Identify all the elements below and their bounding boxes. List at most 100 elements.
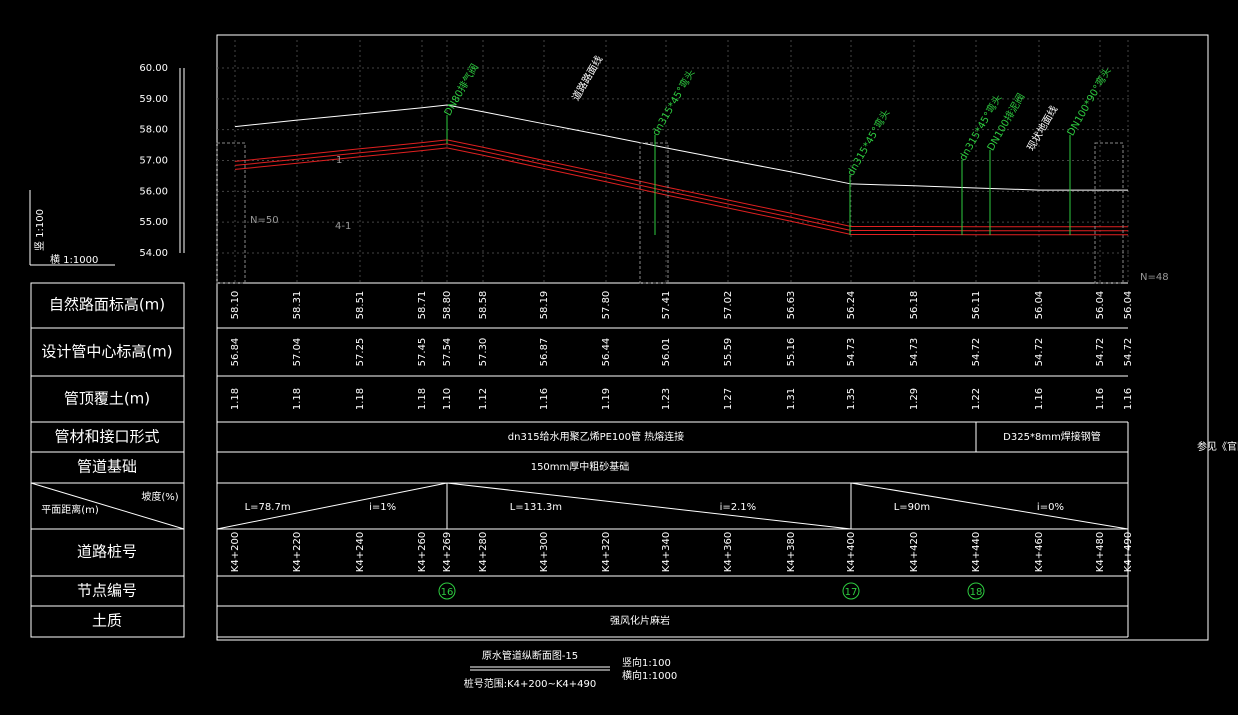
station: K4+360 (723, 532, 734, 572)
station: K4+380 (786, 532, 797, 572)
row-header: 管道基础 (77, 458, 137, 476)
cover-depth: 1.16 (1095, 388, 1106, 410)
natural-elevation: 56.04 (1034, 291, 1045, 320)
slope-line (216, 482, 448, 530)
design-elevation: 54.73 (846, 338, 857, 367)
soil: 强风化片麻岩 (610, 614, 670, 627)
row-header: 自然路面标高(m) (49, 296, 165, 314)
station: K4+320 (601, 532, 612, 572)
pipe-base: 150mm厚中粗砂基础 (531, 460, 630, 473)
design-elevation: 57.25 (355, 338, 366, 367)
elevation-label: 59.00 (139, 94, 168, 105)
station: K4+300 (539, 532, 550, 572)
natural-elevation: 58.51 (355, 291, 366, 320)
cover-depth: 1.10 (442, 388, 453, 410)
design-elevation: 55.16 (786, 338, 797, 367)
cover-depth: 1.16 (1123, 388, 1134, 410)
design-elevation: 56.44 (601, 338, 612, 367)
profile-label: 4-1 (335, 221, 351, 232)
design-elevation: 54.72 (1095, 338, 1106, 367)
natural-elevation: 58.71 (417, 291, 428, 320)
side-note: 参见《官网 (1197, 440, 1238, 453)
slope-value: i=2.1% (720, 502, 757, 513)
design-elevation: 56.84 (230, 338, 241, 367)
design-elevation: 55.59 (723, 338, 734, 367)
slope-length: L=90m (894, 502, 930, 513)
horizontal-scale: 横 1:1000 (50, 253, 98, 266)
station: K4+200 (230, 532, 241, 572)
natural-elevation: 57.02 (723, 291, 734, 320)
natural-elevation: 58.80 (442, 291, 453, 320)
row-header: 坡度(%) (141, 490, 178, 503)
row-header: 平面距离(m) (41, 503, 99, 516)
horizontal-scale-note: 横向1:1000 (622, 669, 677, 682)
pipe-material: D325*8mm焊接钢管 (1003, 430, 1101, 443)
design-elevation: 54.72 (971, 338, 982, 367)
row-header: 管顶覆土(m) (64, 390, 150, 408)
station-range: 桩号范围:K4+200~K4+490 (464, 677, 597, 690)
node-circle (438, 582, 456, 600)
cover-depth: 1.31 (786, 388, 797, 410)
station: K4+240 (355, 532, 366, 572)
design-elevation: 54.72 (1123, 338, 1134, 367)
cover-depth: 1.23 (661, 388, 672, 410)
slope-value: i=1% (369, 502, 396, 513)
natural-elevation: 56.24 (846, 291, 857, 320)
design-elevation: 57.30 (478, 338, 489, 367)
cover-depth: 1.18 (292, 388, 303, 410)
cover-depth: 1.16 (1034, 388, 1045, 410)
design-elevation: 56.87 (539, 338, 550, 367)
profile-label: N=50 (250, 215, 279, 226)
title: 原水管道纵断面图-15 (482, 649, 578, 662)
pipe-center-line (234, 143, 1128, 232)
row-header: 道路桩号 (77, 543, 137, 561)
row-header: 土质 (92, 612, 122, 630)
row-header: 设计管中心标高(m) (41, 343, 172, 361)
design-elevation: 54.73 (909, 338, 920, 367)
elevation-label: 58.00 (139, 125, 168, 136)
design-elevation: 54.72 (1034, 338, 1045, 367)
node-circle (842, 582, 860, 600)
cover-depth: 1.22 (971, 388, 982, 410)
natural-elevation: 56.18 (909, 291, 920, 320)
profile-label: 1 (336, 155, 342, 166)
slope-length: L=78.7m (245, 502, 291, 513)
station: K4+420 (909, 532, 920, 572)
elevation-label: 55.00 (139, 217, 168, 228)
natural-elevation: 56.63 (786, 291, 797, 320)
cover-depth: 1.29 (909, 388, 920, 410)
station: K4+490 (1123, 532, 1134, 572)
node-label: 18 (970, 587, 983, 598)
natural-elevation: 56.04 (1095, 291, 1106, 320)
cover-depth: 1.12 (478, 388, 489, 410)
hatch-well (1094, 142, 1124, 284)
natural-ground-line (234, 104, 1128, 191)
hatch-well (639, 142, 669, 284)
hatch-well (216, 142, 246, 284)
cover-depth: 1.27 (723, 388, 734, 410)
slope-value: i=0% (1037, 502, 1064, 513)
station: K4+340 (661, 532, 672, 572)
node-circle (967, 582, 985, 600)
elevation-label: 54.00 (139, 248, 168, 259)
elevation-label: 60.00 (139, 63, 168, 74)
slope-line (850, 482, 1129, 530)
pipe-line (234, 139, 1128, 228)
elevation-label: 57.00 (139, 156, 168, 167)
station: K4+269 (442, 532, 453, 572)
natural-elevation: 56.11 (971, 291, 982, 320)
slope-line (446, 482, 852, 530)
elevation-label: 56.00 (139, 186, 168, 197)
cover-depth: 1.18 (417, 388, 428, 410)
station: K4+400 (846, 532, 857, 572)
node-label: 17 (845, 587, 858, 598)
station: K4+440 (971, 532, 982, 572)
natural-elevation: 56.04 (1123, 291, 1134, 320)
cover-depth: 1.16 (539, 388, 550, 410)
cover-depth: 1.18 (355, 388, 366, 410)
natural-elevation: 58.19 (539, 291, 550, 320)
design-elevation: 57.45 (417, 338, 428, 367)
cover-depth: 1.19 (601, 388, 612, 410)
pipe-material: dn315给水用聚乙烯PE100管 热熔连接 (508, 430, 684, 443)
